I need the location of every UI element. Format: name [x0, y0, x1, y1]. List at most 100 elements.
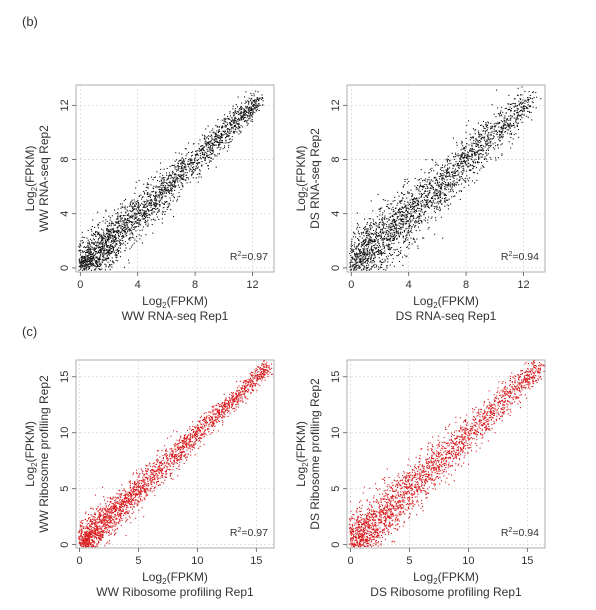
data-point [165, 200, 167, 202]
data-point [241, 116, 243, 118]
data-point [480, 167, 482, 169]
data-point [524, 90, 526, 92]
data-point [159, 205, 161, 207]
data-point [205, 151, 207, 153]
data-point [420, 184, 422, 186]
data-point [379, 235, 381, 237]
data-point [431, 167, 433, 169]
data-point [374, 247, 376, 249]
data-point [417, 179, 419, 181]
data-point [366, 269, 368, 271]
data-point [95, 257, 97, 259]
data-point [407, 208, 409, 210]
data-point [500, 110, 502, 112]
data-point [248, 107, 250, 109]
data-point [405, 228, 407, 230]
data-point [89, 253, 91, 255]
data-point [393, 214, 395, 216]
data-point [103, 235, 105, 237]
data-point [375, 239, 377, 241]
data-point [125, 228, 127, 230]
data-point [232, 398, 234, 400]
data-point [107, 226, 109, 228]
data-point [473, 172, 475, 174]
data-point [126, 227, 128, 229]
data-point [178, 174, 180, 176]
data-point [476, 179, 478, 181]
data-point [169, 190, 171, 192]
data-point [468, 155, 470, 157]
data-point [255, 90, 257, 92]
data-point [499, 140, 501, 142]
data-point [255, 102, 257, 104]
data-point [513, 98, 515, 100]
data-point [444, 185, 446, 187]
data-point [396, 237, 398, 239]
data-point [110, 253, 112, 255]
data-point [114, 245, 116, 247]
data-point [97, 223, 99, 225]
data-point [445, 169, 447, 171]
data-point [412, 208, 414, 210]
data-point [523, 108, 525, 110]
data-point [175, 458, 177, 460]
data-point [509, 124, 511, 126]
data-point [433, 210, 435, 212]
data-point [231, 127, 233, 129]
data-point [403, 241, 405, 243]
data-point [238, 123, 240, 125]
data-point [365, 248, 367, 250]
data-point [122, 220, 124, 222]
data-point [460, 149, 462, 151]
data-point [401, 219, 403, 221]
data-point [389, 229, 391, 231]
data-point [459, 177, 461, 179]
data-point [251, 112, 253, 114]
data-point [379, 230, 381, 232]
data-point [427, 206, 429, 208]
data-point [414, 221, 416, 223]
data-point [414, 185, 416, 187]
data-point [154, 205, 156, 207]
data-point [132, 217, 134, 219]
data-point [395, 220, 397, 222]
data-point [155, 186, 157, 188]
data-point [528, 91, 530, 93]
data-point [104, 258, 106, 260]
data-point [170, 189, 172, 191]
data-point [434, 202, 436, 204]
data-point [404, 181, 406, 183]
data-point [159, 186, 161, 188]
data-point [523, 110, 525, 112]
data-point [433, 205, 435, 207]
data-point [426, 200, 428, 202]
data-point [508, 103, 510, 105]
data-point [147, 214, 149, 216]
data-point [107, 232, 109, 234]
data-point [432, 187, 434, 189]
data-point [107, 238, 109, 240]
data-point [470, 158, 472, 160]
data-point [150, 200, 152, 202]
data-point [366, 232, 368, 234]
data-point [380, 264, 382, 266]
data-point [420, 196, 422, 198]
data-point [85, 261, 87, 263]
data-point [362, 244, 364, 246]
data-point [134, 217, 136, 219]
data-point [502, 134, 504, 136]
data-point [105, 210, 107, 212]
data-point [436, 180, 438, 182]
data-point [479, 145, 481, 147]
data-point [137, 212, 139, 214]
data-point [516, 105, 518, 107]
data-point [138, 220, 140, 222]
data-point [350, 246, 352, 248]
data-point [225, 126, 227, 128]
data-point [366, 236, 368, 238]
data-point [102, 238, 104, 240]
data-point [232, 112, 234, 114]
data-point [127, 231, 129, 233]
data-point [170, 184, 172, 186]
data-point [202, 149, 204, 151]
